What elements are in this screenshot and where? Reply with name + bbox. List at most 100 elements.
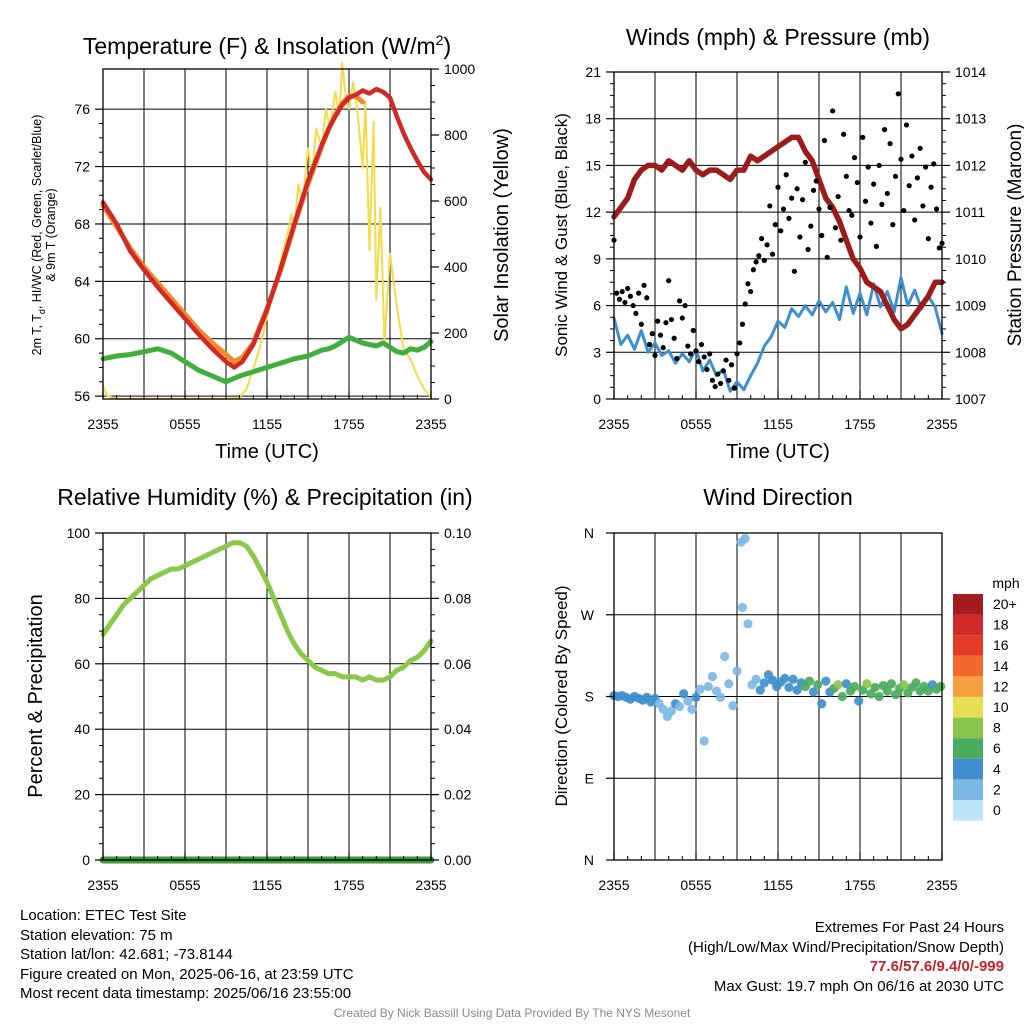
gust-point [808,223,814,229]
y-tick-label: 0.02 [444,787,471,803]
gust-point [783,172,789,178]
direction-point [899,680,909,690]
y-tick-label: 1014 [955,64,986,80]
gust-point [690,327,696,334]
gust-point [857,234,863,240]
gust-point [838,237,844,243]
recent-timestamp: Most recent data timestamp: 2025/06/16 2… [20,985,352,1002]
gust-point [638,321,644,327]
wind-direction-panel: Wind Direction 2355 0555 1155 1755 2355NESWN… [552,484,1020,893]
y-tick-label: 3 [593,344,601,360]
x-tick-label: 1755 [844,416,875,432]
gust-point [882,127,888,133]
humidity-panel: Relative Humidity (%) & Precipitation (i… [25,484,473,893]
gust-point [739,321,746,327]
x-tick-label: 0555 [169,416,200,432]
wind-direction-points [609,533,946,746]
direction-point [808,687,819,697]
gust-point [723,357,729,363]
direction-point [817,699,827,709]
extremes-values: 77.6/57.6/9.4/0/-999 [869,958,1004,975]
x-tick-label: 0555 [680,416,711,432]
temperature-chart-title: Temperature (F) & Insolation (W/m2) [83,32,451,59]
humidity-axis-ticks: 2355 0555 1155 1755 2355 0 20 40 60 80 100 0.00 0.02… [67,525,472,893]
wind-direction-grid [614,533,942,860]
gust-point [928,184,934,190]
gust-point [901,207,907,214]
gust-point [917,145,923,151]
gust-point [687,351,694,357]
direction-point [732,666,742,676]
direction-point [874,691,884,702]
gust-point [903,122,910,128]
gust-point [775,184,781,190]
legend-label: 12 [993,678,1009,694]
gust-point [759,236,765,242]
gust-point [696,359,702,365]
direction-point [833,680,843,690]
gust-point [668,316,675,323]
gust-point [879,201,885,207]
gust-point [750,267,757,273]
gust-point [810,187,817,193]
y-tick-label: 15 [585,157,601,173]
y-tick-label: 76 [74,101,90,117]
legend-label: 14 [993,658,1009,674]
legend-label: 6 [993,740,1001,756]
legend-label: 20+ [993,596,1017,612]
gust-point [652,352,658,358]
direction-point [716,692,726,703]
direction-point [784,682,794,693]
direction-point [849,681,860,692]
gust-point [644,295,650,301]
direction-point [728,700,738,711]
gust-point [627,293,634,299]
sonic-wind-line [612,276,944,393]
direction-point [854,696,864,706]
gust-point [841,131,847,137]
temperature-series [100,62,434,400]
direction-point [755,685,765,695]
y-tick-label: 600 [444,193,468,209]
winds-chart-title: Winds (mph) & Pressure (mb) [626,24,930,50]
gust-point [786,215,792,221]
x-tick-label: 0555 [680,877,711,893]
legend-label: 4 [993,761,1001,777]
gust-point [789,195,795,201]
y-tick-label: 9 [593,251,601,267]
gust-point [742,301,748,307]
gust-point [851,155,858,161]
gust-point [805,246,811,253]
gust-point [633,310,639,316]
gust-point [707,351,713,357]
y-tick-label: 0.08 [444,590,471,606]
credit-line: Created By Nick Bassill Using Data Provi… [333,1006,691,1020]
gust-point [862,198,869,204]
gust-point [625,285,631,292]
gust-point [898,156,904,162]
gust-point [636,290,642,296]
station-location: Location: ETEC Test Site [20,907,187,924]
gust-point [813,178,819,184]
gust-point [769,251,776,257]
y-tick-label: 56 [74,388,90,404]
gust-point [693,348,699,354]
svg-text:& 9m T (Orange): & 9m T (Orange) [44,188,58,281]
direction-point [882,686,892,696]
direction-tick-label: W [581,607,595,623]
y-tick-label: 0.04 [444,721,471,737]
legend-swatch [953,800,983,821]
gust-point [868,220,874,226]
y-tick-label: 800 [444,127,468,143]
direction-tick-label: S [585,689,594,705]
gust-point [663,320,669,326]
wind-direction-y-axis-label: Direction (Colored By Speed) [552,585,571,806]
legend-label: 18 [993,617,1009,633]
y-tick-label: 64 [74,273,90,289]
legend-swatch [953,717,983,739]
gust-point [701,354,707,360]
direction-point [821,676,831,686]
y-tick-label: 0 [444,391,452,407]
station-info: Location: ETEC Test Site Station elevati… [20,906,354,1004]
direction-point [740,533,750,544]
